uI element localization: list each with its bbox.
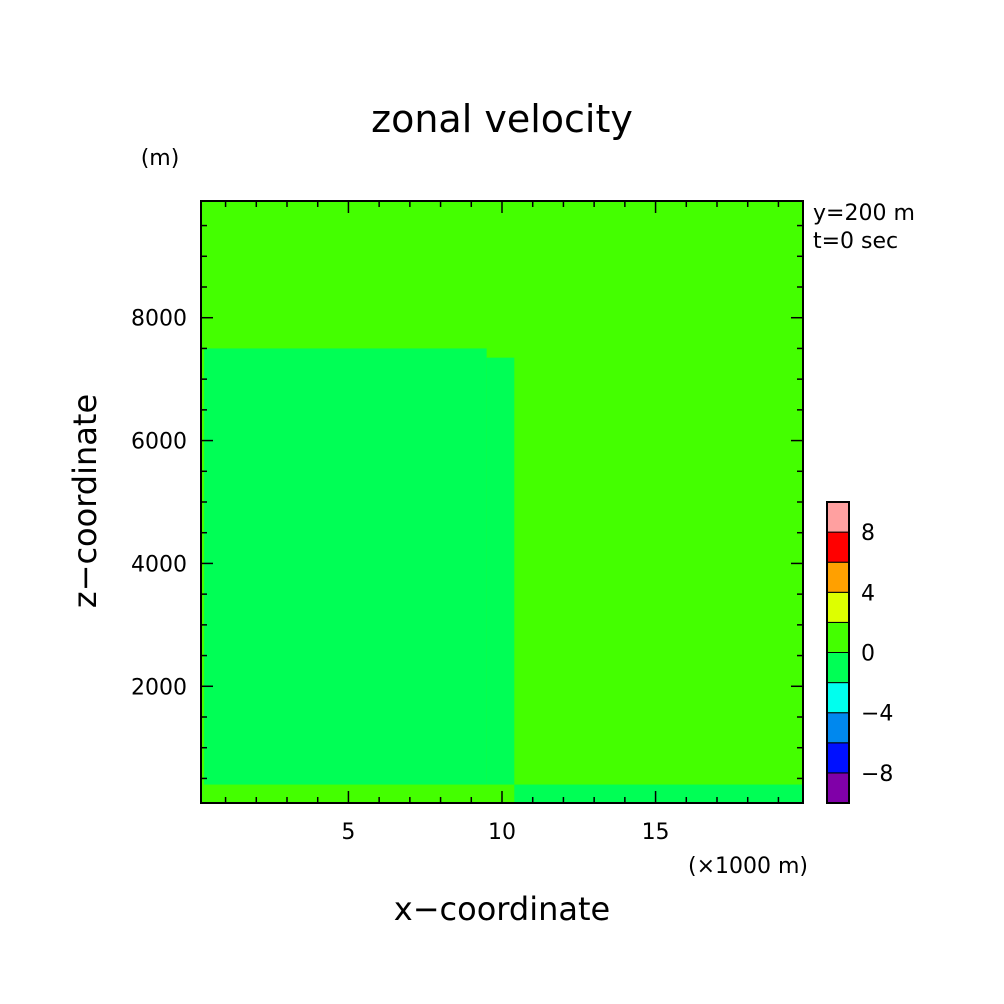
colorbar: −8 −4 0 4 8 <box>826 501 893 804</box>
colorbar-tick-label: 8 <box>861 521 875 546</box>
colorbar-tick-label: −8 <box>861 762 893 787</box>
y-tick-label: 4000 <box>131 552 187 577</box>
x-tick-label: 5 <box>341 820 355 845</box>
x-tick-label: 10 <box>488 820 516 845</box>
colorbar-cell <box>826 742 850 774</box>
velocity-region-1 <box>486 357 515 785</box>
colorbar-cells <box>826 501 850 804</box>
y-tick-label: 6000 <box>131 430 187 455</box>
annotation-time: t=0 sec <box>813 229 898 254</box>
velocity-region-0 <box>204 348 487 785</box>
velocity-region-2 <box>514 784 803 803</box>
colorbar-cell <box>826 591 850 623</box>
y-unit-label: (m) <box>141 146 180 171</box>
annotation-y-position: y=200 m <box>813 201 915 226</box>
colorbar-cell <box>826 712 850 744</box>
y-tick-label: 2000 <box>131 675 187 700</box>
x-tick-labels: 5 10 15 <box>341 820 669 845</box>
colorbar-cell <box>826 501 850 533</box>
y-tick-labels: 2000 4000 6000 8000 <box>131 307 187 701</box>
x-tick-label: 15 <box>642 820 670 845</box>
x-unit-label: (×1000 m) <box>688 854 808 879</box>
colorbar-cell <box>826 531 850 563</box>
plot-area: 5 10 15 2000 4000 6000 8000 <box>131 200 804 845</box>
colorbar-frame <box>826 501 850 804</box>
colorbar-cell <box>826 682 850 714</box>
colorbar-tick-label: 4 <box>861 581 875 606</box>
x-axis-label: x−coordinate <box>394 890 610 928</box>
y-axis-label: z−coordinate <box>66 394 104 608</box>
colorbar-cell <box>826 621 850 654</box>
chart-title: zonal velocity <box>371 97 633 141</box>
velocity-regions <box>204 348 803 803</box>
colorbar-cell <box>826 652 850 684</box>
y-tick-label: 8000 <box>131 307 187 332</box>
colorbar-tick-label: −4 <box>861 702 893 727</box>
colorbar-tick-label: 0 <box>861 642 875 667</box>
colorbar-cell <box>826 772 850 804</box>
colorbar-labels: −8 −4 0 4 8 <box>861 521 893 787</box>
axis-ticks <box>201 201 803 803</box>
colorbar-cell <box>826 561 850 593</box>
